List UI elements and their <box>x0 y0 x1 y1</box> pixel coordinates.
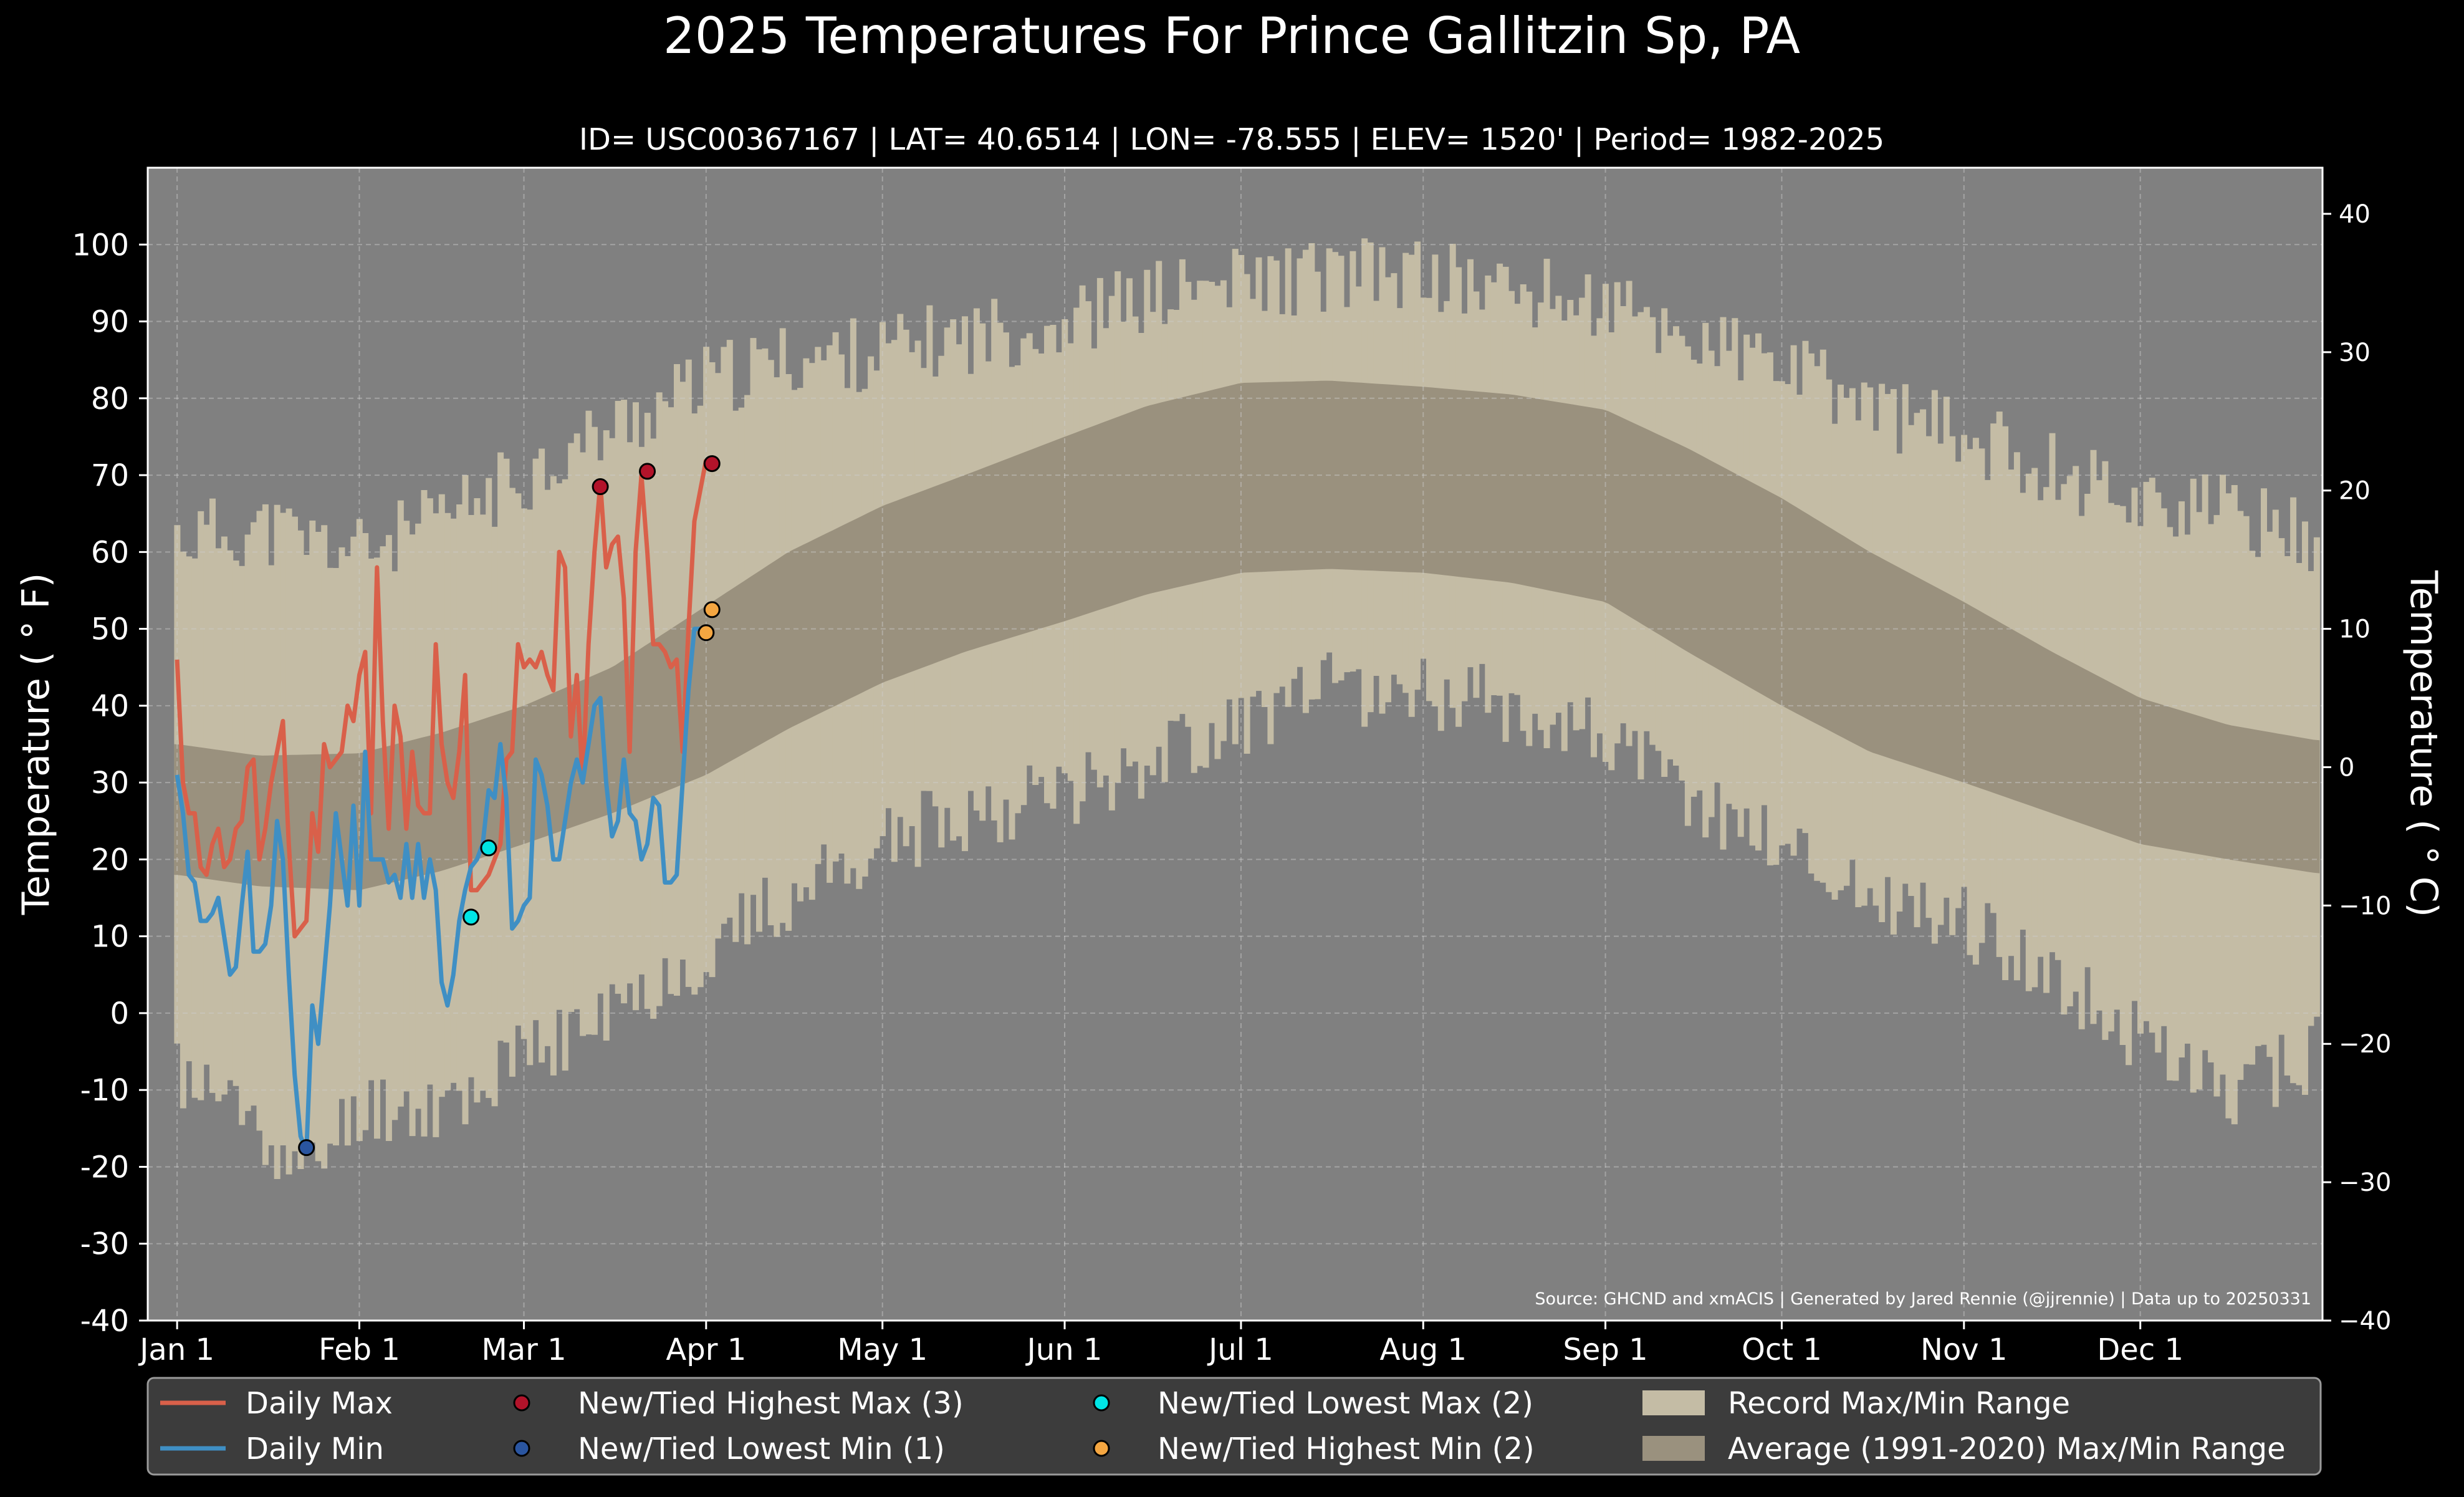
legend-label: New/Tied Highest Min (2) <box>1158 1432 1535 1466</box>
y-tick-label-right: −10 <box>2339 892 2391 920</box>
x-tick-label: Mar 1 <box>481 1332 566 1367</box>
legend-swatch-dot <box>513 1394 530 1412</box>
y-tick-label-left: 30 <box>91 766 129 801</box>
y-tick-label-left: 90 <box>91 305 129 340</box>
record-marker-point <box>639 463 656 480</box>
y-tick-label-right: 10 <box>2339 615 2371 644</box>
y-tick-label-right: 0 <box>2339 753 2354 782</box>
legend-swatch-dot <box>1093 1394 1110 1412</box>
y-tick-label-left: 80 <box>91 382 129 416</box>
y-tick-label-left: 40 <box>91 689 129 724</box>
y-tick-label-left: 60 <box>91 535 129 570</box>
y-axis-right: 40 30 20 10 0 −10 −20 −30 −40 <box>2323 200 2391 1336</box>
y-tick-label-left: 70 <box>91 458 129 493</box>
x-tick-label: May 1 <box>837 1332 928 1367</box>
legend-label: New/Tied Highest Max (3) <box>578 1386 964 1421</box>
x-tick-label: Apr 1 <box>666 1332 746 1367</box>
y-tick-label-left: 10 <box>91 920 129 955</box>
y-axis-label-left: Temperature ( ° F) <box>14 573 58 916</box>
normal-range-band <box>174 380 2320 890</box>
y-tick-label-left: -30 <box>80 1227 129 1262</box>
x-tick-label: Dec 1 <box>2097 1332 2184 1367</box>
legend-swatch-patch <box>1642 1390 1705 1415</box>
legend-label: New/Tied Lowest Min (1) <box>578 1432 945 1466</box>
y-tick-label-left: -40 <box>80 1304 129 1339</box>
y-tick-label-left: -10 <box>80 1073 129 1108</box>
legend-label: Average (1991-2020) Max/Min Range <box>1728 1432 2286 1466</box>
y-tick-label-right: −20 <box>2339 1030 2391 1059</box>
record-marker-point <box>298 1139 315 1157</box>
x-tick-label: Jun 1 <box>1025 1332 1103 1367</box>
record-marker-point <box>703 601 721 619</box>
legend-label: Daily Max <box>246 1386 393 1421</box>
y-tick-label-left: 50 <box>91 612 129 647</box>
daily-max-line <box>175 459 709 939</box>
record-marker-point <box>463 908 480 926</box>
plot-frame <box>146 166 2324 1322</box>
x-tick-label: Oct 1 <box>1742 1332 1822 1367</box>
legend-box <box>146 1377 2322 1476</box>
y-tick-label-left: 20 <box>91 842 129 877</box>
record-marker-point <box>703 455 721 473</box>
record-marker-point <box>592 478 609 496</box>
y-tick-label-right: 30 <box>2339 339 2371 367</box>
legend-swatch-patch <box>1642 1436 1705 1461</box>
record-marker-point <box>697 624 715 642</box>
record-markers <box>298 455 721 1157</box>
source-note: Source: GHCND and xmACIS | Generated by … <box>1535 1289 2311 1309</box>
legend-label: Daily Min <box>246 1432 384 1466</box>
x-tick-label: Jan 1 <box>138 1332 214 1367</box>
x-tick-label: Sep 1 <box>1563 1332 1647 1367</box>
legend-label: New/Tied Lowest Max (2) <box>1158 1386 1533 1421</box>
legend-swatch-dot <box>1093 1440 1110 1457</box>
y-tick-label-right: −30 <box>2339 1168 2391 1197</box>
legend: Daily Max Daily Min New/Tied Highest Max (… <box>146 1377 2322 1476</box>
legend-swatch-dot <box>513 1440 530 1457</box>
y-tick-label-right: 20 <box>2339 477 2371 506</box>
normal-range-area <box>174 380 2320 890</box>
x-tick-label: Nov 1 <box>1920 1332 2007 1367</box>
gridlines <box>148 168 2323 1321</box>
chart-title: 2025 Temperatures For Prince Gallitzin S… <box>663 7 1801 65</box>
x-tick-label: Aug 1 <box>1379 1332 1467 1367</box>
x-tick-label: Feb 1 <box>319 1332 400 1367</box>
y-tick-label-left: -20 <box>80 1150 129 1185</box>
y-tick-label-right: 40 <box>2339 200 2371 229</box>
chart-subtitle: ID= USC00367167 | LAT= 40.6514 | LON= -7… <box>579 122 1884 157</box>
y-axis-label-right: Temperature ( ° C) <box>2402 570 2445 917</box>
y-tick-label-right: −40 <box>2339 1307 2391 1336</box>
x-tick-label: Jul 1 <box>1207 1332 1273 1367</box>
daily-series <box>175 459 709 1154</box>
daily-min-line <box>175 627 706 1154</box>
y-tick-label-left: 100 <box>72 228 129 262</box>
legend-label: Record Max/Min Range <box>1728 1386 2070 1421</box>
y-tick-label-left: 0 <box>110 996 129 1031</box>
x-axis: Jan 1 Feb 1 Mar 1 Apr 1 May 1 Jun 1 Jul 1 Aug 1… <box>138 1321 2184 1367</box>
record-marker-point <box>480 839 497 857</box>
